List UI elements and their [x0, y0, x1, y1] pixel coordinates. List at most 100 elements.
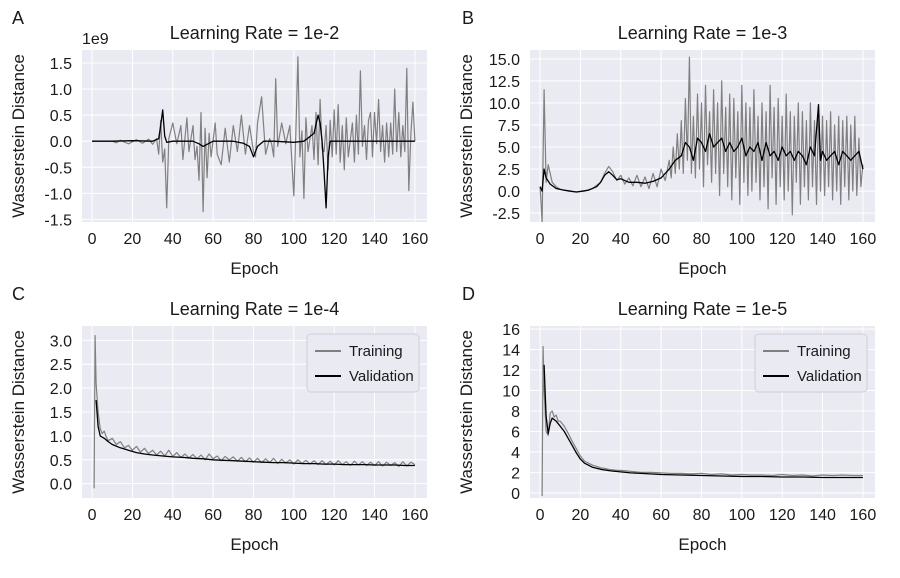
chart-title: Learning Rate = 1e-2	[170, 23, 340, 43]
y-tick-label: 7.5	[498, 118, 520, 135]
x-tick-label: 40	[612, 507, 630, 524]
x-axis-label: Epoch	[678, 535, 726, 554]
y-tick-label: 2.5	[50, 357, 72, 374]
x-tick-label: 60	[204, 507, 222, 524]
validation-series-line	[95, 400, 415, 467]
x-tick-label: 0	[88, 507, 97, 524]
x-tick-label: 80	[245, 231, 263, 248]
series-1-series-line	[92, 109, 415, 209]
y-tick-label: 1.5	[50, 56, 72, 73]
x-tick-label: 0	[88, 231, 97, 248]
panel-letter: B	[462, 8, 474, 28]
y-tick-label: 2	[511, 465, 520, 482]
x-axis-label: Epoch	[230, 259, 278, 278]
plot-area	[82, 50, 427, 222]
y-tick-label: -2.5	[492, 206, 520, 223]
series-0-series-line	[92, 56, 416, 213]
panel-c: 0 20 40 60 80 100 120 140 160 0.0 0.5 1.0 1.5 2.0 2.5 3…	[9, 284, 428, 554]
x-axis-label: Epoch	[230, 535, 278, 554]
y-tick-label: 12	[502, 363, 520, 380]
y-tick-label: 1.0	[50, 429, 72, 446]
y-tick-label: 0.0	[50, 134, 72, 151]
series-1-series-line	[539, 104, 864, 193]
x-tick-label: 60	[204, 231, 222, 248]
legend-label: Validation	[349, 368, 414, 385]
chart-title: Learning Rate = 1e-4	[170, 299, 340, 319]
legend: Training Validation	[306, 333, 420, 393]
legend-label: Training	[349, 343, 403, 360]
x-tick-label: 120	[769, 507, 796, 524]
y-tick-label: 4	[511, 445, 520, 462]
x-tick-label: 140	[809, 231, 836, 248]
x-tick-label: 0	[536, 231, 545, 248]
y-tick-label: 0	[511, 486, 520, 503]
x-axis-label: Epoch	[678, 259, 726, 278]
panel-letter: D	[462, 284, 475, 304]
y-tick-label: 8	[511, 404, 520, 421]
legend-box	[754, 333, 868, 393]
y-tick-label: 15.0	[489, 52, 520, 69]
y-tick-label: 5.0	[498, 140, 520, 157]
y-tick-label: -1.0	[44, 186, 72, 203]
y-tick-label: 1.0	[50, 82, 72, 99]
y-tick-label: -1.5	[44, 212, 72, 229]
x-tick-label: 40	[612, 231, 630, 248]
y-tick-label: 3.0	[50, 333, 72, 350]
y-tick-label: 2.0	[50, 381, 72, 398]
y-tick-label: 0.5	[50, 453, 72, 470]
x-tick-label: 0	[536, 507, 545, 524]
x-tick-label: 20	[124, 507, 142, 524]
chart-title: Learning Rate = 1e-5	[618, 299, 788, 319]
y-tick-label: 0.0	[498, 184, 520, 201]
x-tick-label: 120	[321, 507, 348, 524]
y-scale-offset-label: 1e9	[82, 31, 109, 48]
series-0-series-line	[539, 56, 864, 222]
y-axis-label: Wasserstein Distance	[9, 330, 28, 494]
x-tick-label: 160	[402, 507, 429, 524]
x-tick-label: 160	[402, 231, 429, 248]
y-tick-label: 10	[502, 384, 520, 401]
legend-label: Training	[797, 343, 851, 360]
panel-d: 0 20 40 60 80 100 120 140 160 0 2 4 6 8 10 12 14 16 Learni…	[457, 284, 876, 554]
y-tick-label: 6	[511, 424, 520, 441]
panel-b: 0 20 40 60 80 100 120 140 160 -2.5 0.0 2.5 5.0 7.5 10.…	[457, 8, 876, 278]
x-tick-label: 60	[652, 507, 670, 524]
y-tick-label: -0.5	[44, 160, 72, 177]
y-tick-label: 0.0	[50, 477, 72, 494]
y-tick-label: 10.0	[489, 96, 520, 113]
panel-a: 0 20 40 60 80 100 120 140 160 -1.5 -1.0 -0.5 0.0 0.5 1…	[9, 8, 428, 278]
x-tick-label: 140	[361, 507, 388, 524]
legend-box	[306, 333, 420, 393]
y-tick-label: 12.5	[489, 74, 520, 91]
x-tick-label: 120	[769, 231, 796, 248]
y-axis-label: Wasserstein Distance	[457, 54, 476, 218]
y-tick-label: 14	[502, 343, 520, 360]
y-tick-label: 0.5	[50, 108, 72, 125]
x-tick-label: 80	[693, 231, 711, 248]
x-tick-label: 100	[280, 507, 307, 524]
x-tick-label: 120	[321, 231, 348, 248]
y-tick-label: 2.5	[498, 162, 520, 179]
x-tick-label: 40	[164, 507, 182, 524]
x-tick-label: 80	[693, 507, 711, 524]
x-tick-label: 140	[809, 507, 836, 524]
x-tick-label: 140	[361, 231, 388, 248]
x-tick-label: 100	[280, 231, 307, 248]
panel-letter: C	[12, 284, 25, 304]
x-tick-label: 100	[728, 507, 755, 524]
x-tick-label: 40	[164, 231, 182, 248]
training-series-line	[541, 345, 863, 497]
validation-series-line	[543, 364, 863, 479]
legend: Training Validation	[754, 333, 868, 393]
x-tick-label: 20	[572, 507, 590, 524]
x-tick-label: 100	[728, 231, 755, 248]
y-tick-label: 1.5	[50, 405, 72, 422]
y-axis-label: Wasserstein Distance	[457, 330, 476, 494]
x-tick-label: 80	[245, 507, 263, 524]
x-tick-label: 60	[652, 231, 670, 248]
legend-label: Validation	[797, 368, 862, 385]
y-tick-label: 16	[502, 322, 520, 339]
x-tick-label: 160	[850, 231, 877, 248]
y-axis-label: Wasserstein Distance	[9, 54, 28, 218]
